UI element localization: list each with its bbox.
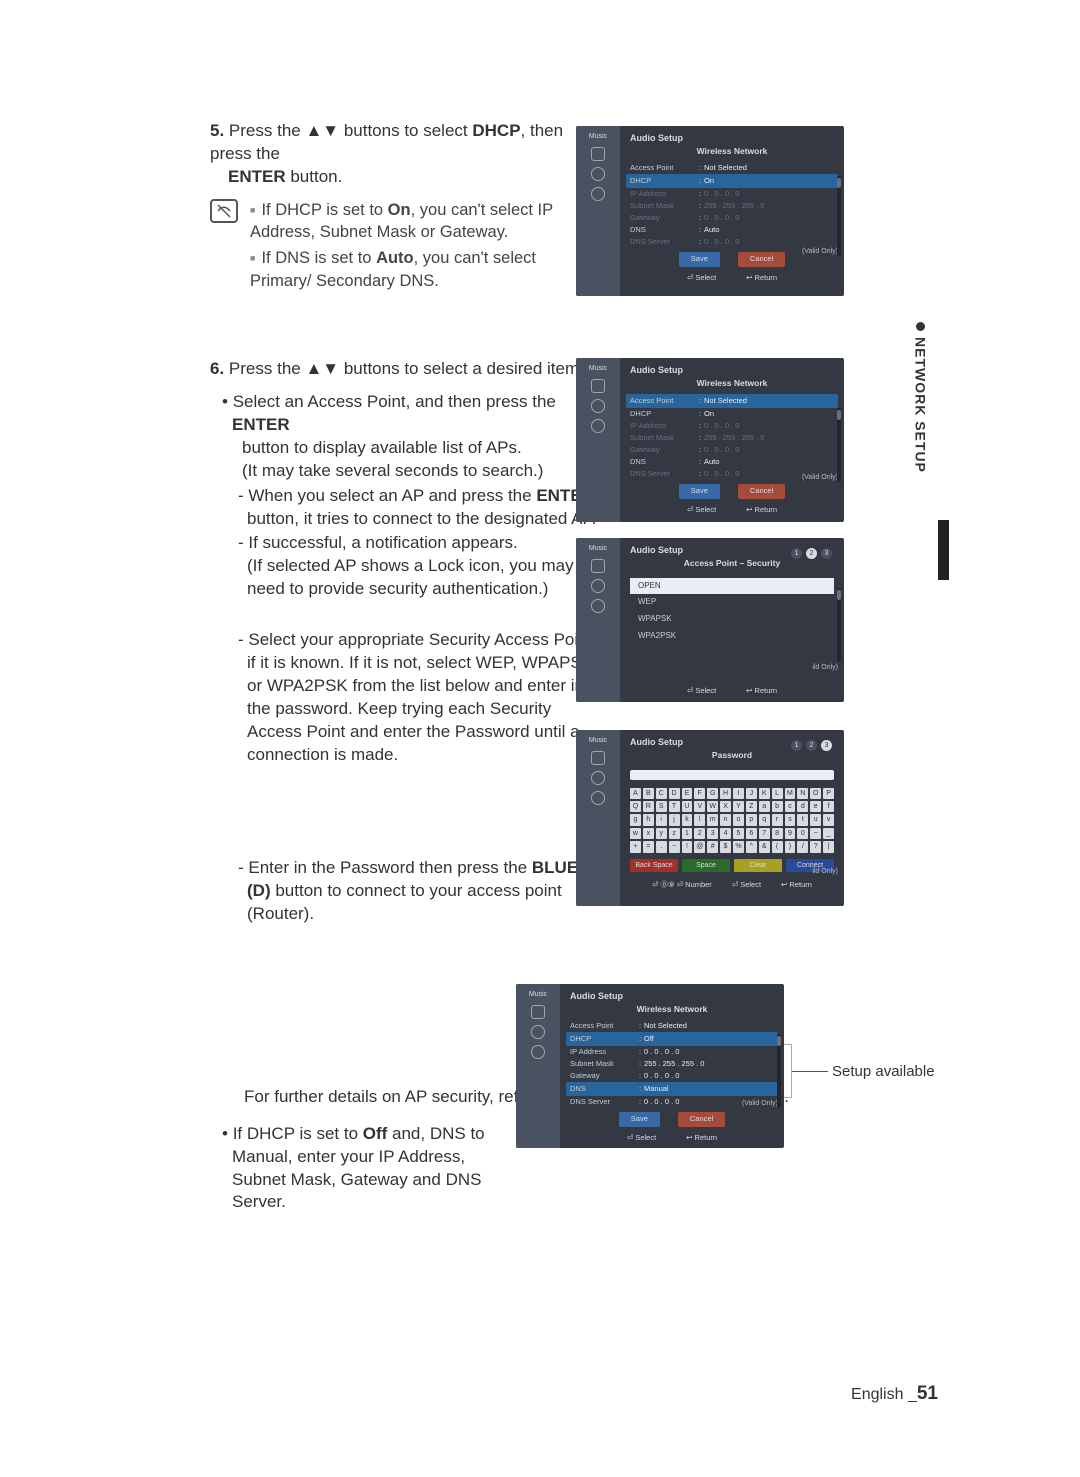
side-icon	[591, 167, 605, 181]
dash-2: - If successful, a notification appears.…	[238, 532, 598, 601]
step5-c: button.	[286, 167, 343, 186]
side-tab-label: NETWORK SETUP	[911, 337, 930, 473]
password-field	[630, 770, 834, 780]
callout-bracket	[784, 1044, 792, 1098]
bullet-2: • If DHCP is set to Off and, DNS to Manu…	[222, 1123, 522, 1215]
step5-b2: ENTER	[228, 167, 286, 186]
side-tab: NETWORK SETUP	[905, 322, 935, 473]
step-5: 5. Press the ▲▼ buttons to select DHCP, …	[210, 120, 570, 189]
note-1: ■If DHCP is set to On, you can't select …	[250, 199, 580, 244]
screenshot-5: Music Audio Setup Wireless Network Acces…	[516, 984, 784, 1148]
gear-icon	[591, 187, 605, 201]
note-2: ■If DNS is set to Auto, you can't select…	[250, 247, 580, 292]
side-black-bar	[938, 520, 949, 580]
screenshot-3: Music Audio Setup Access Point – Securit…	[576, 538, 844, 702]
step5-num: 5.	[210, 121, 224, 140]
bullet-1: • Select an Access Point, and then press…	[222, 391, 582, 483]
callout-line	[792, 1071, 828, 1072]
note-box: ■If DHCP is set to On, you can't select …	[210, 199, 580, 292]
keyboard: ABCDEFGHIJKLMNOPQRSTUVWXYZabcdefghijklmn…	[630, 788, 834, 853]
scrollbar	[837, 176, 841, 256]
side-icon	[591, 147, 605, 161]
screenshot-1: Music Audio Setup Wireless Network Acces…	[576, 126, 844, 296]
note-icon	[210, 199, 238, 223]
page-footer: English _51	[851, 1381, 938, 1407]
dash-4: - Enter in the Password then press the B…	[238, 857, 598, 926]
step5-b1: DHCP	[472, 121, 520, 140]
screenshot-2: Music Audio Setup Wireless Network Acces…	[576, 358, 844, 522]
dash-1: - When you select an AP and press the EN…	[238, 485, 598, 531]
bullet-dot	[916, 322, 925, 331]
screenshot-4: Music Audio Setup Password 123 ABCDEFGHI…	[576, 730, 844, 906]
callout-label: Setup available	[832, 1062, 935, 1082]
dash-3: - Select your appropriate Security Acces…	[238, 629, 598, 767]
step5-a: Press the ▲▼ buttons to select	[229, 121, 472, 140]
